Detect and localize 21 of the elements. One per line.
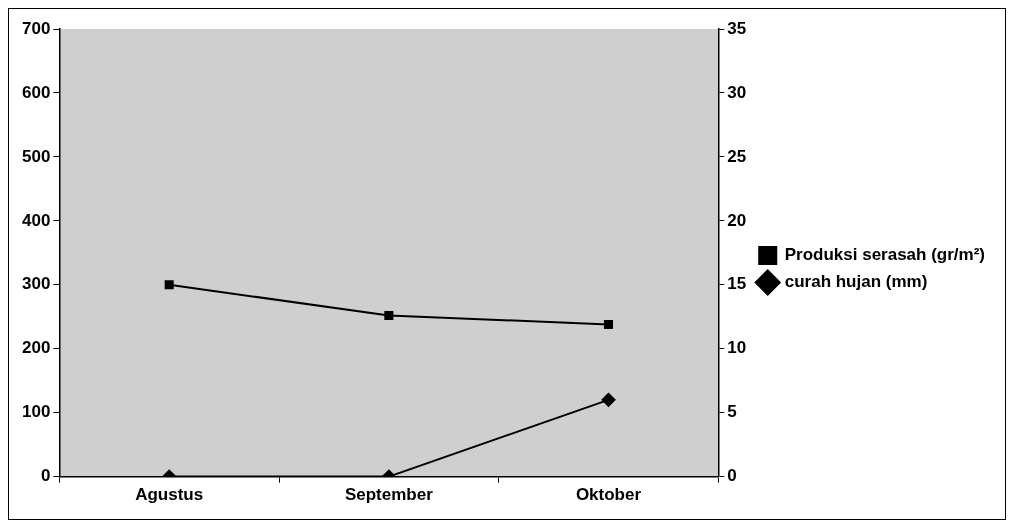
y2-tick-label: 15 <box>727 274 747 294</box>
y2-tick-label: 5 <box>727 402 737 422</box>
y2-tick-label: 20 <box>727 210 747 230</box>
y2-tick-label: 30 <box>727 82 747 102</box>
y-tick-label: 700 <box>21 18 51 38</box>
legend-label: curah hujan (mm) <box>784 272 928 292</box>
x-tick-label: Agustus <box>135 485 204 505</box>
x-tick-label: Oktober <box>575 485 642 505</box>
y2-tick-label: 35 <box>727 18 747 38</box>
y-tick-label: 500 <box>21 146 51 166</box>
y-tick-label: 200 <box>21 338 51 358</box>
y2-tick-label: 10 <box>727 338 747 358</box>
y-tick-label: 0 <box>40 466 51 486</box>
x-tick-label: September <box>344 485 434 505</box>
y-tick-label: 300 <box>21 274 51 294</box>
y-tick-label: 600 <box>21 82 51 102</box>
y-tick-label: 400 <box>21 210 51 230</box>
y2-tick-label: 0 <box>727 466 737 486</box>
legend-label: Produksi serasah (gr/m²) <box>784 245 985 265</box>
y2-tick-label: 25 <box>727 146 747 166</box>
y-tick-label: 100 <box>21 402 51 422</box>
